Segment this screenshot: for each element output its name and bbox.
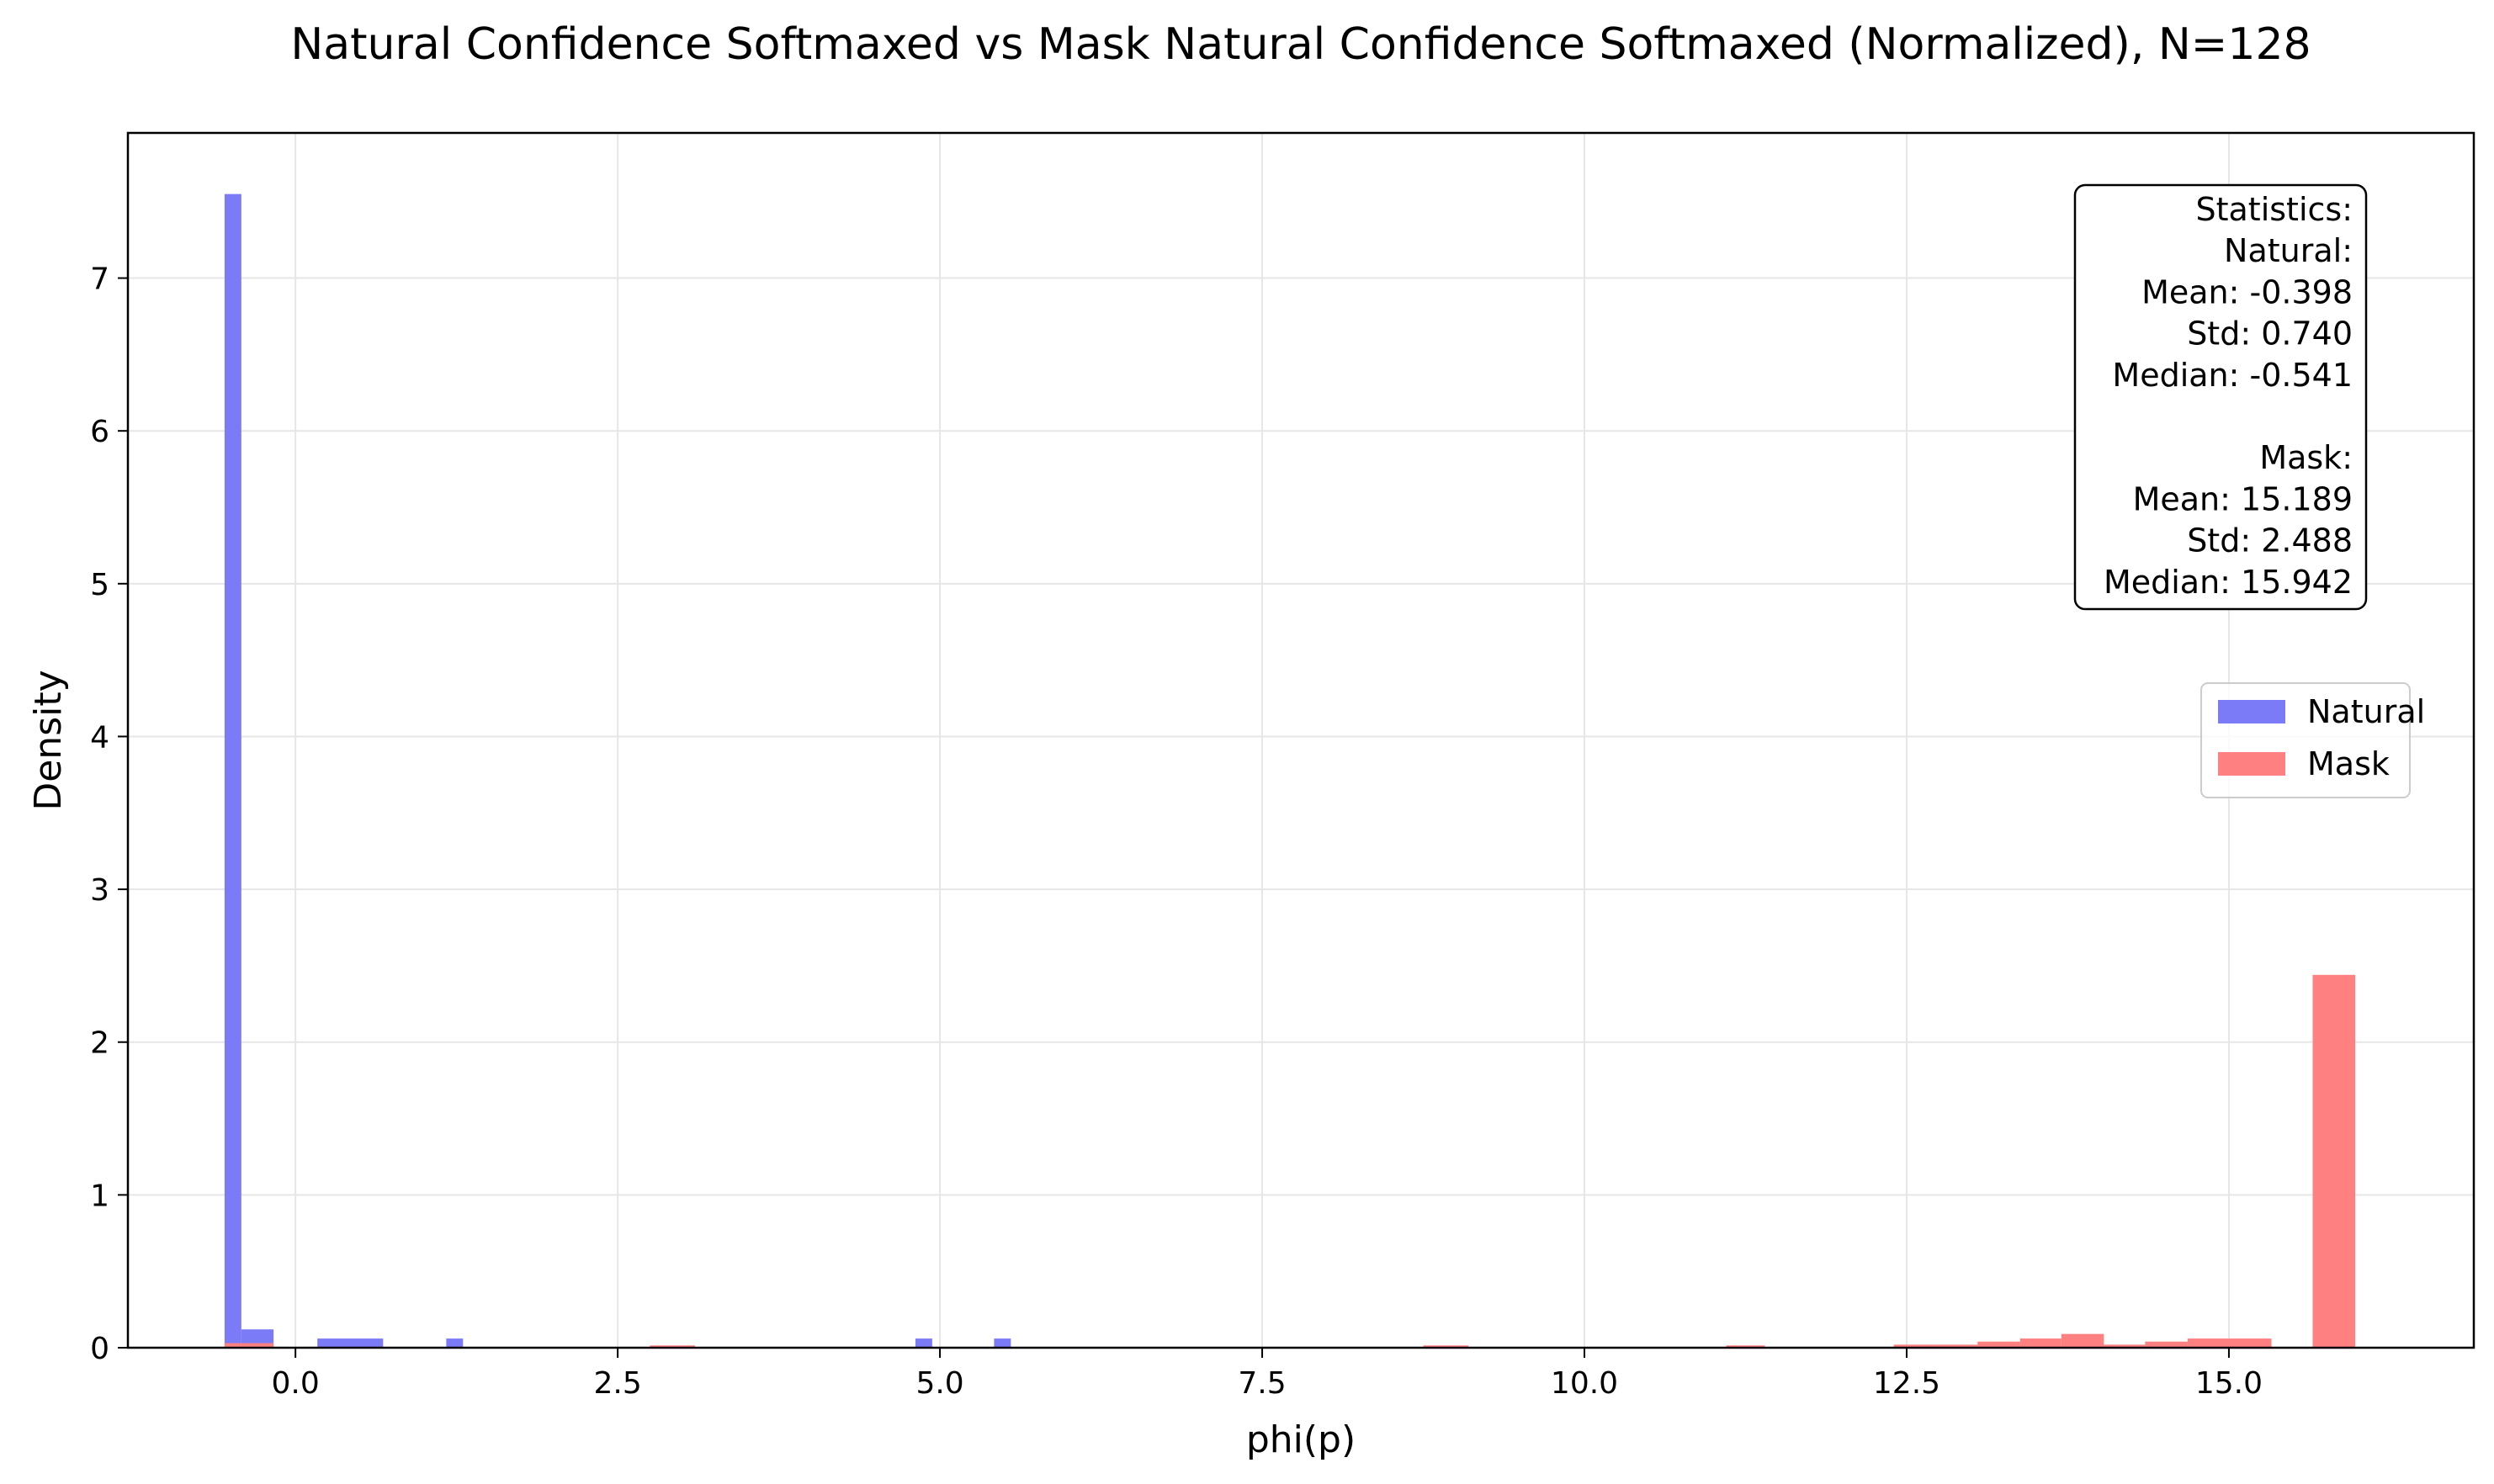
mask-bar: [1977, 1341, 2020, 1348]
y-tick-label: 3: [90, 873, 109, 908]
mask-bar: [2228, 1338, 2272, 1348]
y-tick-label: 1: [90, 1179, 109, 1213]
legend: Natural Mask: [2200, 682, 2425, 798]
natural-bar: [224, 193, 241, 1349]
y-tick-label: 5: [90, 568, 109, 602]
statistics-line: Statistics:: [2195, 191, 2353, 228]
chart-title: Natural Confidence Softmaxed vs Mask Nat…: [290, 19, 2311, 70]
statistics-line: Natural:: [2224, 232, 2353, 269]
statistics-line: Mean: 15.189: [2133, 480, 2353, 517]
mask-bar: [2312, 974, 2356, 1348]
mask-bar: [2061, 1333, 2104, 1348]
mask-bar: [2145, 1341, 2188, 1348]
statistics-line: Mean: -0.398: [2141, 273, 2353, 310]
x-axis-ticks: 0.0 2.5 5.0 7.5 10.0 12.5 15.0: [272, 1348, 2263, 1401]
natural-bar: [915, 1338, 932, 1348]
statistics-line: Median: 15.942: [2104, 564, 2353, 601]
mask-bar: [224, 1343, 274, 1348]
y-axis-label: Density: [27, 670, 70, 810]
natural-bar: [446, 1338, 464, 1348]
statistics-line: Median: -0.541: [2112, 357, 2353, 394]
mask-bar: [650, 1345, 696, 1348]
x-tick-label: 7.5: [1238, 1366, 1286, 1401]
statistics-box: Statistics: Natural: Mean: -0.398 Std: 0.74…: [2073, 183, 2368, 611]
mask-bar: [2187, 1338, 2229, 1348]
y-tick-label: 0: [90, 1332, 109, 1366]
statistics-line: Mask:: [2259, 439, 2353, 476]
statistics-line: Std: 2.488: [2187, 522, 2353, 559]
natural-legend-swatch: [2218, 700, 2285, 723]
y-tick-label: 4: [90, 720, 109, 755]
x-tick-label: 2.5: [593, 1366, 641, 1401]
mask-bar: [1893, 1344, 1937, 1348]
x-tick-label: 5.0: [915, 1366, 963, 1401]
mask-bar: [1423, 1345, 1469, 1348]
x-tick-label: 10.0: [1551, 1366, 1618, 1401]
y-tick-label: 6: [90, 415, 109, 449]
natural-bar: [317, 1338, 384, 1348]
mask-bars: [224, 974, 2356, 1348]
mask-bar: [1936, 1344, 1978, 1348]
y-tick-label: 2: [90, 1026, 109, 1061]
natural-legend-label: Natural: [2307, 693, 2425, 730]
plot-frame: [126, 131, 2475, 1349]
mask-legend-label: Mask: [2307, 745, 2390, 782]
mask-legend-swatch: [2218, 752, 2285, 776]
statistics-line: Std: 0.740: [2187, 315, 2353, 352]
x-tick-label: 12.5: [1873, 1366, 1940, 1401]
y-axis-ticks: 0 1 2 3 4 5 6 7: [90, 262, 128, 1366]
mask-bar: [1726, 1345, 1765, 1348]
x-axis-label: phi(p): [1246, 1418, 1356, 1461]
x-tick-label: 15.0: [2195, 1366, 2263, 1401]
statistics-box-frame: [2073, 183, 2368, 611]
natural-bar: [994, 1338, 1011, 1348]
y-tick-label: 7: [90, 262, 109, 297]
mask-bar: [2019, 1338, 2062, 1348]
x-tick-label: 0.0: [272, 1366, 320, 1401]
mask-bar: [2104, 1344, 2146, 1348]
